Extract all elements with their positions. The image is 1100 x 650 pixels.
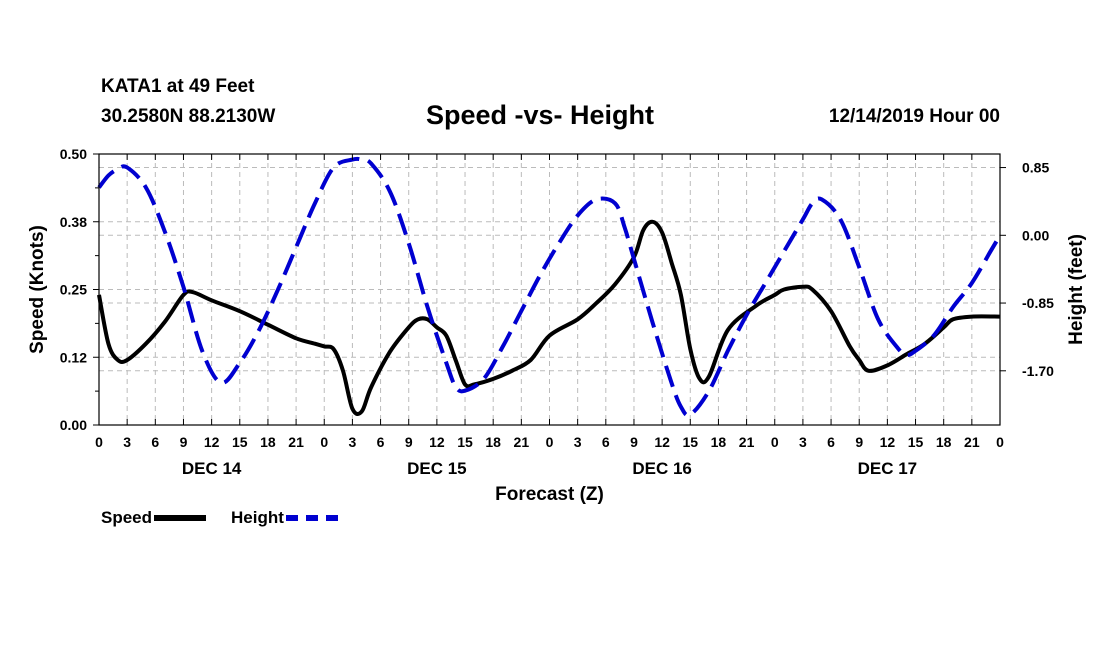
y-left-tick-label: 0.25 (60, 282, 87, 298)
x-tick-label: 0 (320, 434, 328, 450)
x-tick-label: 21 (514, 434, 530, 450)
x-tick-label: 21 (739, 434, 755, 450)
y-left-tick-label: 0.38 (60, 214, 87, 230)
series-line-height (97, 156, 1002, 418)
x-tick-label: 6 (151, 434, 159, 450)
forecast-datetime: 12/14/2019 Hour 00 (828, 106, 1000, 127)
day-label: DEC 15 (407, 459, 467, 478)
legend-speed-swatch (154, 515, 207, 521)
grid (99, 154, 1000, 425)
x-tick-label: 3 (123, 434, 131, 450)
x-axis-title: Forecast (Z) (495, 484, 604, 505)
x-tick-label: 15 (682, 434, 698, 450)
x-tick-label: 0 (546, 434, 554, 450)
x-tick-label: 18 (485, 434, 501, 450)
day-label: DEC 16 (632, 459, 692, 478)
x-tick-label: 3 (574, 434, 582, 450)
x-tick-label: 9 (630, 434, 638, 450)
y-left-tick-label: 0.12 (60, 349, 87, 365)
y-right-tick-label: -1.70 (1022, 363, 1054, 379)
legend-speed-label: Speed (101, 508, 153, 527)
y-left-axis-title: Speed (Knots) (27, 225, 48, 354)
x-tick-label: 15 (232, 434, 248, 450)
x-tick-label: 0 (996, 434, 1004, 450)
x-tick-label: 12 (204, 434, 220, 450)
x-tick-label: 18 (936, 434, 952, 450)
x-tick-label: 3 (799, 434, 807, 450)
series-layer (97, 156, 1002, 418)
legend-height: Height (231, 508, 338, 528)
y-left-tick-label: 0.50 (60, 146, 87, 162)
x-tick-label: 0 (771, 434, 779, 450)
station-label: KATA1 at 49 Feet (101, 76, 255, 97)
y-right-axis-title: Height (feet) (1066, 234, 1087, 345)
y-left-tick-label: 0.00 (60, 417, 87, 433)
x-tick-label: 6 (602, 434, 610, 450)
x-tick-label: 18 (260, 434, 276, 450)
y-right-tick-label: -0.85 (1022, 295, 1054, 311)
y-right-tick-label: 0.00 (1022, 227, 1049, 243)
x-tick-label: 12 (654, 434, 670, 450)
day-label: DEC 14 (182, 459, 242, 478)
x-tick-label: 21 (964, 434, 980, 450)
x-tick-label: 15 (908, 434, 924, 450)
x-tick-label: 9 (180, 434, 188, 450)
axes: 0 3 6 9 12 15 18 21 0 3 6 9 12 15 18 21 0 3 6 9 12 15 18 21 0 3 6 9… (27, 146, 1087, 505)
x-tick-label: 0 (95, 434, 103, 450)
series-line-speed (97, 219, 1001, 416)
legend-height-swatch (285, 515, 338, 521)
legend-height-label: Height (231, 508, 284, 527)
x-tick-label: 12 (429, 434, 445, 450)
x-tick-label: 9 (405, 434, 413, 450)
x-tick-label: 6 (377, 434, 385, 450)
x-tick-label: 21 (288, 434, 304, 450)
coordinates-label: 30.2580N 88.2130W (101, 106, 276, 127)
day-label: DEC 17 (858, 459, 918, 478)
y-right-tick-label: 0.85 (1022, 160, 1049, 176)
x-tick-label: 15 (457, 434, 473, 450)
x-tick-label: 6 (827, 434, 835, 450)
legend-speed: Speed (101, 508, 207, 528)
x-tick-label: 12 (880, 434, 896, 450)
x-tick-label: 9 (855, 434, 863, 450)
x-tick-label: 18 (711, 434, 727, 450)
x-tick-label: 3 (349, 434, 357, 450)
chart-title: Speed -vs- Height (426, 100, 655, 130)
